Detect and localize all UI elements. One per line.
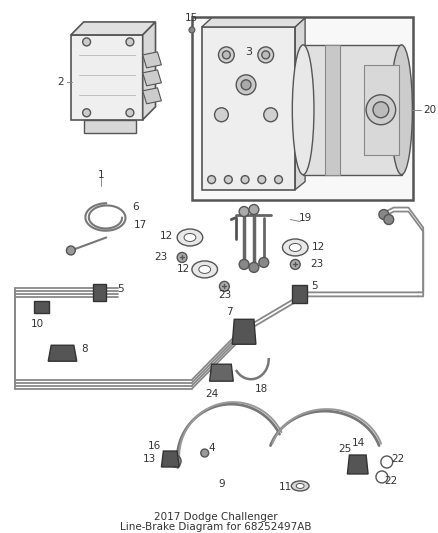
Text: 3: 3: [246, 47, 252, 57]
Polygon shape: [48, 345, 77, 361]
Circle shape: [236, 75, 256, 95]
Circle shape: [249, 205, 259, 215]
Polygon shape: [210, 364, 233, 381]
Text: 15: 15: [185, 13, 198, 23]
Ellipse shape: [296, 483, 304, 488]
Circle shape: [241, 175, 249, 183]
Text: 25: 25: [338, 444, 351, 454]
Ellipse shape: [391, 45, 412, 175]
Text: 22: 22: [391, 454, 404, 464]
Polygon shape: [202, 18, 305, 27]
Polygon shape: [143, 52, 162, 68]
Text: Line-Brake Diagram for 68252497AB: Line-Brake Diagram for 68252497AB: [120, 522, 311, 532]
Circle shape: [189, 27, 195, 33]
Polygon shape: [303, 45, 402, 175]
Text: 9: 9: [218, 479, 225, 489]
Text: 2017 Dodge Challenger: 2017 Dodge Challenger: [154, 512, 277, 522]
Ellipse shape: [177, 229, 203, 246]
Circle shape: [241, 80, 251, 90]
Ellipse shape: [291, 481, 309, 491]
Text: 1: 1: [98, 169, 105, 180]
Circle shape: [264, 108, 278, 122]
Polygon shape: [71, 35, 143, 120]
Text: 24: 24: [205, 389, 218, 399]
Circle shape: [67, 246, 75, 255]
Circle shape: [373, 102, 389, 118]
Polygon shape: [35, 301, 49, 313]
Circle shape: [201, 449, 208, 457]
Ellipse shape: [199, 265, 211, 273]
Polygon shape: [347, 455, 368, 474]
Circle shape: [219, 281, 230, 292]
Polygon shape: [292, 285, 307, 303]
Text: 19: 19: [298, 213, 312, 223]
Text: 20: 20: [423, 105, 436, 115]
Polygon shape: [202, 27, 295, 190]
Circle shape: [258, 175, 266, 183]
Text: 23: 23: [218, 290, 231, 301]
Polygon shape: [84, 120, 136, 133]
Circle shape: [381, 456, 393, 468]
Polygon shape: [364, 65, 399, 155]
Text: 11: 11: [279, 482, 292, 492]
Polygon shape: [295, 18, 305, 190]
Circle shape: [126, 38, 134, 46]
Circle shape: [384, 215, 394, 224]
Text: 23: 23: [154, 253, 167, 262]
Circle shape: [262, 51, 270, 59]
Text: 18: 18: [255, 384, 268, 394]
Polygon shape: [92, 285, 106, 301]
Circle shape: [366, 95, 396, 125]
Text: 13: 13: [143, 454, 156, 464]
Circle shape: [258, 47, 274, 63]
Circle shape: [215, 108, 228, 122]
Text: 2: 2: [58, 77, 64, 87]
Circle shape: [83, 38, 91, 46]
Text: 7: 7: [226, 308, 233, 317]
Circle shape: [275, 175, 283, 183]
Ellipse shape: [283, 239, 308, 256]
Circle shape: [379, 209, 389, 220]
Text: 4: 4: [208, 443, 215, 453]
Polygon shape: [143, 22, 155, 120]
Circle shape: [208, 175, 215, 183]
Circle shape: [249, 262, 259, 272]
Ellipse shape: [292, 45, 314, 175]
Circle shape: [259, 257, 268, 268]
Polygon shape: [192, 17, 413, 199]
Circle shape: [177, 253, 187, 262]
Text: 22: 22: [384, 476, 397, 486]
Polygon shape: [143, 88, 162, 104]
Circle shape: [239, 260, 249, 269]
Polygon shape: [143, 70, 162, 86]
Text: 12: 12: [160, 231, 173, 241]
Text: 14: 14: [351, 438, 364, 448]
Circle shape: [290, 260, 300, 269]
Circle shape: [83, 109, 91, 117]
Polygon shape: [71, 22, 155, 35]
Text: 12: 12: [312, 243, 325, 253]
Ellipse shape: [290, 244, 301, 252]
Text: 8: 8: [81, 344, 88, 354]
Text: 16: 16: [148, 441, 161, 451]
Circle shape: [223, 51, 230, 59]
Circle shape: [169, 455, 181, 467]
Ellipse shape: [192, 261, 218, 278]
Text: 5: 5: [117, 285, 124, 294]
Circle shape: [224, 175, 232, 183]
Text: 6: 6: [133, 201, 139, 212]
Text: 10: 10: [31, 319, 44, 329]
Polygon shape: [325, 45, 339, 175]
Ellipse shape: [184, 233, 196, 241]
Text: 12: 12: [177, 264, 190, 274]
Circle shape: [376, 471, 388, 483]
Circle shape: [219, 47, 234, 63]
Text: 17: 17: [134, 220, 147, 230]
Text: 5: 5: [311, 281, 318, 292]
Polygon shape: [232, 319, 256, 344]
Text: 23: 23: [310, 260, 323, 269]
Circle shape: [239, 207, 249, 216]
Polygon shape: [162, 451, 179, 467]
Circle shape: [126, 109, 134, 117]
